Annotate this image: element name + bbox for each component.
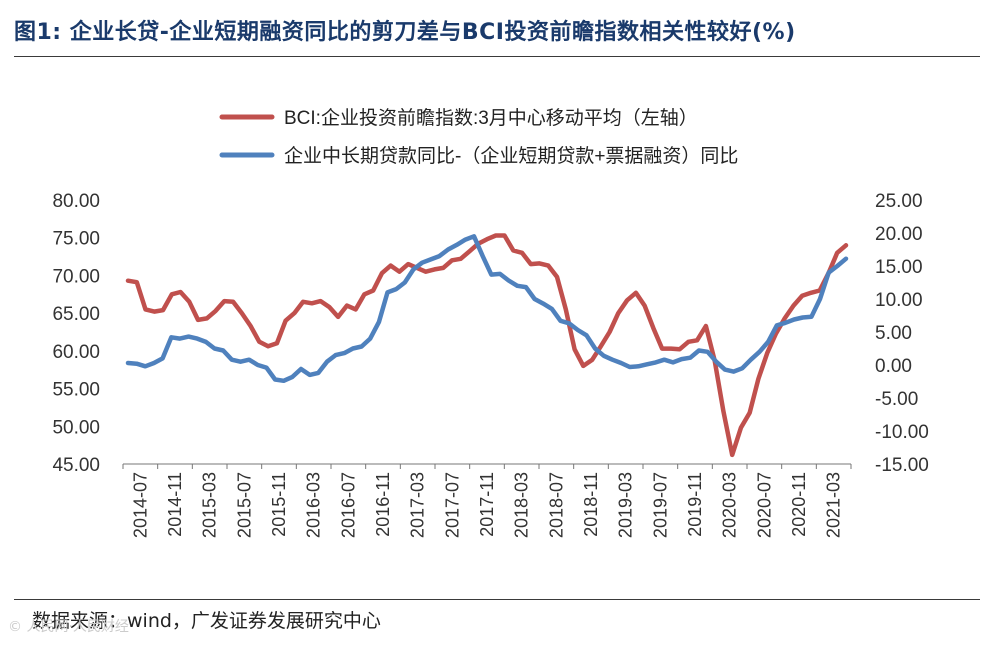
y-left-tick-label: 50.00 [52, 417, 100, 438]
y-right-tick-label: -5.00 [875, 389, 918, 410]
series-lines [125, 233, 849, 458]
x-tick-label: 2014-07 [130, 472, 150, 538]
y-left-tick-label: 80.00 [52, 191, 100, 212]
y-right-tick-label: 25.00 [875, 191, 923, 212]
y-right-tick-label: 20.00 [875, 224, 923, 245]
y-right-tick-label: -15.00 [875, 455, 929, 476]
source-note: 数据来源：wind，广发证券发展研究中心 [32, 610, 381, 632]
x-tick-label: 2018-11 [581, 472, 601, 537]
legend-label-bci: BCI:企业投资前瞻指数:3月中心移动平均（左轴） [284, 107, 698, 129]
watermark: © 人民网·人民财经 [8, 619, 129, 635]
y-right-tick-label: 15.00 [875, 257, 923, 278]
series-line-spread [125, 234, 849, 384]
chart-title: 图1: 企业长贷-企业短期融资同比的剪刀差与BCI投资前瞻指数相关性较好(%) [14, 20, 796, 45]
x-tick-label: 2016-07 [338, 472, 358, 538]
legend: BCI:企业投资前瞻指数:3月中心移动平均（左轴） 企业中长期贷款同比-（企业短… [219, 107, 738, 167]
x-tick-label: 2017-03 [408, 472, 428, 538]
x-tick-label: 2020-03 [720, 472, 740, 538]
y-left-tick-label: 75.00 [52, 229, 100, 250]
x-tick-label: 2021-03 [824, 472, 844, 538]
y-right-tick-label: 10.00 [875, 290, 923, 311]
y-left-tick-label: 70.00 [52, 266, 100, 287]
y-left-tick-label: 60.00 [52, 342, 100, 363]
x-tick-label: 2019-11 [685, 472, 705, 537]
x-tick-label: 2019-03 [616, 472, 636, 538]
x-tick-label: 2017-07 [442, 472, 462, 538]
axes: 80.00 75.00 70.00 65.00 60.00 55.00 50.00 45.00… [52, 191, 928, 538]
y-left-tick-label: 65.00 [52, 304, 100, 325]
series-line-bci [125, 233, 849, 458]
x-tick-label: 2015-07 [234, 472, 254, 538]
x-tick-label: 2020-07 [754, 472, 774, 538]
x-tick-label: 2016-03 [304, 472, 324, 538]
x-tick-label: 2018-07 [546, 472, 566, 538]
legend-label-spread: 企业中长期贷款同比-（企业短期贷款+票据融资）同比 [284, 145, 738, 167]
x-tick-label: 2019-07 [650, 472, 670, 538]
y-right-tick-label: 0.00 [875, 356, 912, 377]
y-right-tick-label: -10.00 [875, 422, 929, 443]
y-right-tick-label: 5.00 [875, 323, 912, 344]
source-divider [14, 599, 980, 600]
x-tick-label: 2018-03 [512, 472, 532, 538]
x-tick-label: 2015-11 [269, 472, 289, 537]
x-tick-label: 2014-11 [165, 472, 185, 537]
x-tick-label: 2016-11 [373, 472, 393, 537]
x-tick-label: 2020-11 [789, 472, 809, 537]
y-left-tick-label: 45.00 [52, 455, 100, 476]
x-tick-label: 2017-11 [477, 472, 497, 537]
x-tick-label: 2015-03 [200, 472, 220, 538]
y-left-tick-label: 55.00 [52, 380, 100, 401]
title-divider [14, 56, 980, 57]
